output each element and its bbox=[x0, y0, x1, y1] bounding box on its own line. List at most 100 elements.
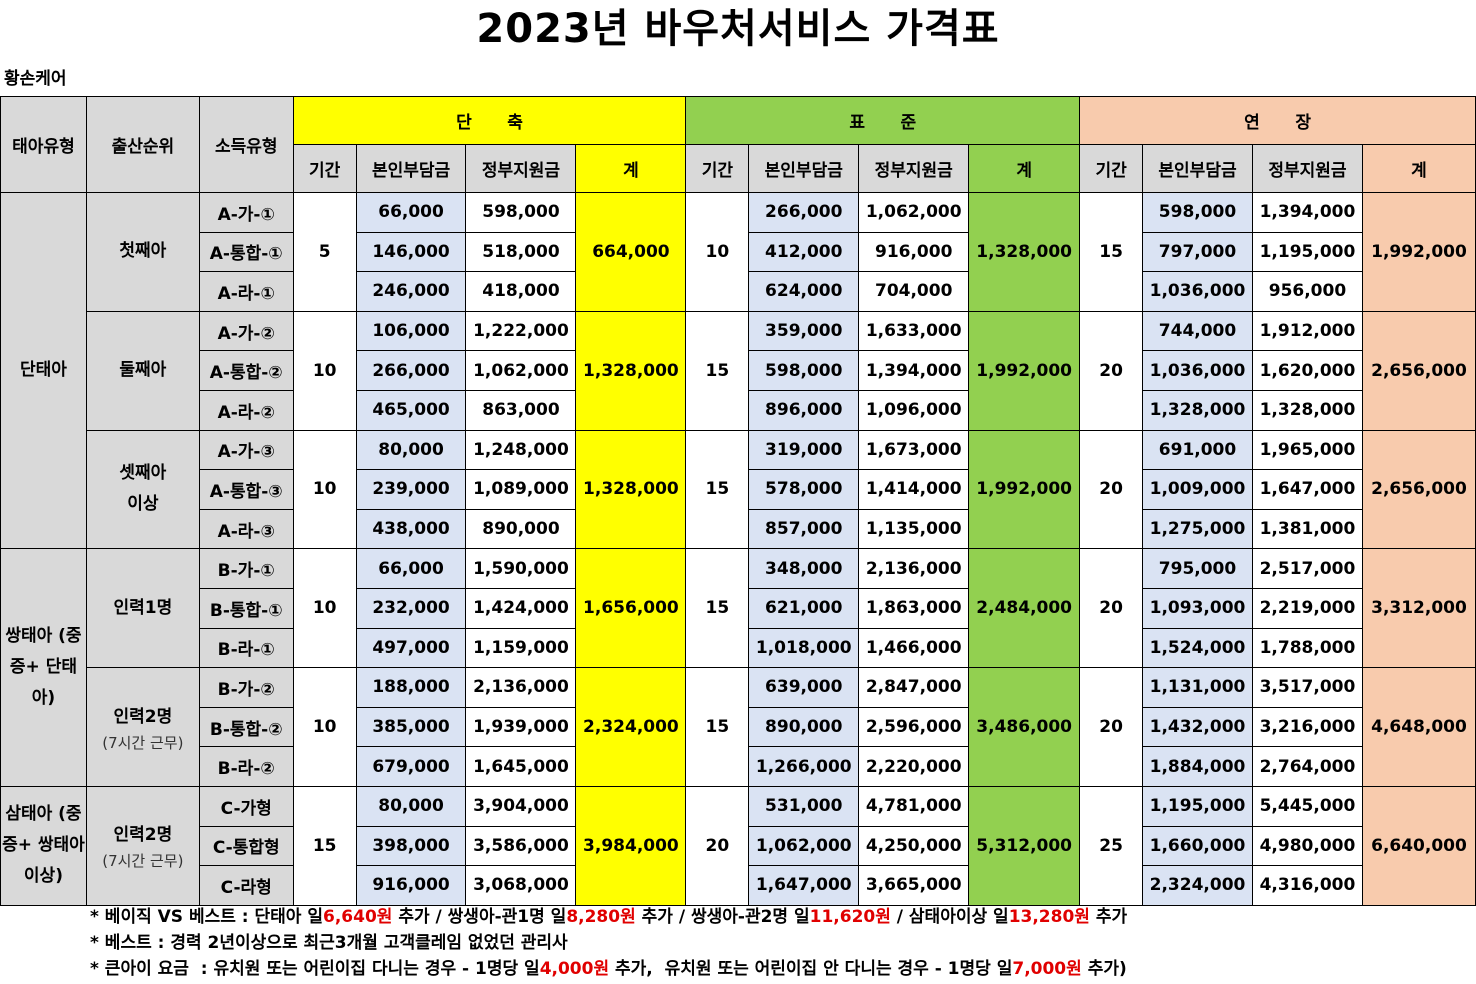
note-text: 추가 / 쌍생아-관2명 일 bbox=[635, 907, 810, 927]
extended-total-cell: 1,992,000 bbox=[1361, 192, 1476, 312]
extended-self-pay-cell: 1,432,000 bbox=[1142, 706, 1253, 748]
extended-self-pay-cell: 795,000 bbox=[1142, 548, 1253, 589]
note-highlight: 6,640원 bbox=[323, 907, 393, 927]
income-type-cell: A-가-② bbox=[198, 310, 294, 352]
header-standard: 표 준 bbox=[685, 96, 1081, 145]
extended-self-pay-cell: 1,036,000 bbox=[1142, 271, 1253, 312]
birth-order-cell: 셋째아 이상 bbox=[85, 429, 200, 550]
short-self-pay-cell: 146,000 bbox=[355, 231, 467, 273]
note-text: 추가) bbox=[1081, 959, 1127, 979]
extended-gov-support-cell: 1,620,000 bbox=[1251, 350, 1363, 391]
note-highlight: 7,000원 bbox=[1012, 959, 1082, 979]
short-self-pay-cell: 385,000 bbox=[355, 706, 467, 748]
table-row: A-통합-③ 239,000 1,089,000 578,000 1,414,000 1,… bbox=[1, 469, 1476, 510]
short-gov-support-cell: 3,068,000 bbox=[465, 865, 577, 906]
extended-self-pay-cell: 1,036,000 bbox=[1142, 350, 1253, 391]
header-period: 기간 bbox=[292, 144, 357, 193]
standard-gov-support-cell: 1,096,000 bbox=[858, 389, 970, 431]
note-text: 추가, 유치원 또는 어린이집 안 다니는 경우 - 1명당 일 bbox=[609, 959, 1013, 979]
table-row: B-라-② 679,000 1,645,000 1,266,000 2,220,000 1… bbox=[1, 746, 1476, 787]
table-row: A-라-① 246,000 418,000 624,000 704,000 1,036,0… bbox=[1, 271, 1476, 312]
extended-gov-support-cell: 1,195,000 bbox=[1251, 231, 1363, 273]
extended-gov-support-cell: 1,965,000 bbox=[1251, 429, 1363, 471]
table-row: 단태아 첫째아 A-가-① 5 66,000 598,000 664,000 10 266,00… bbox=[0, 191, 1476, 550]
extended-gov-support-cell: 1,912,000 bbox=[1251, 310, 1363, 352]
short-gov-support-cell: 890,000 bbox=[465, 508, 577, 550]
note-text: * 베이직 VS 베스트 : 단태아 일 bbox=[90, 907, 323, 927]
extended-period-cell: 20 bbox=[1079, 667, 1144, 787]
standard-gov-support-cell: 3,665,000 bbox=[858, 865, 970, 906]
standard-gov-support-cell: 1,673,000 bbox=[858, 429, 970, 471]
short-gov-support-cell: 1,159,000 bbox=[465, 627, 577, 669]
standard-self-pay-cell: 598,000 bbox=[748, 350, 860, 391]
standard-self-pay-cell: 857,000 bbox=[748, 508, 860, 550]
short-total-cell: 1,328,000 bbox=[575, 310, 687, 431]
standard-period-cell: 15 bbox=[685, 310, 750, 431]
table-row: 둘째아 A-가-② 10 106,000 1,222,000 1,328,000 15 359… bbox=[1, 310, 1476, 431]
income-type-cell: A-라-② bbox=[198, 389, 294, 431]
short-total-cell: 1,656,000 bbox=[575, 548, 687, 669]
birth-order-label: 첫째아 bbox=[119, 241, 167, 262]
short-gov-support-cell: 518,000 bbox=[465, 231, 577, 273]
standard-period-cell: 10 bbox=[685, 192, 750, 312]
standard-gov-support-cell: 4,250,000 bbox=[858, 825, 970, 867]
standard-gov-support-cell: 2,220,000 bbox=[858, 746, 970, 787]
standard-period-cell: 15 bbox=[685, 429, 750, 550]
note-text: / 삼태아이상 일 bbox=[890, 907, 1009, 927]
income-type-cell: A-통합-② bbox=[198, 350, 294, 391]
short-gov-support-cell: 2,136,000 bbox=[465, 667, 577, 708]
price-table: 태아유형 출산순위 소득유형 단 축 표 준 연 장 기간 본인부담금 정부지원… bbox=[0, 96, 1476, 906]
standard-total-cell: 2,484,000 bbox=[968, 548, 1081, 669]
standard-gov-support-cell: 2,596,000 bbox=[858, 706, 970, 748]
header-baby-type: 태아유형 bbox=[0, 96, 87, 193]
standard-gov-support-cell: 1,863,000 bbox=[858, 587, 970, 629]
standard-self-pay-cell: 890,000 bbox=[748, 706, 860, 748]
standard-self-pay-cell: 1,266,000 bbox=[748, 746, 860, 787]
short-self-pay-cell: 106,000 bbox=[355, 310, 467, 352]
standard-self-pay-cell: 319,000 bbox=[748, 429, 860, 471]
extended-gov-support-cell: 1,647,000 bbox=[1251, 469, 1363, 510]
header-self-pay: 본인부담금 bbox=[1142, 144, 1253, 193]
short-self-pay-cell: 188,000 bbox=[355, 667, 467, 708]
note-line: * 베스트 : 경력 2년이상으로 최근3개월 고객클레임 없었던 관리사 bbox=[90, 930, 1127, 956]
extended-period-cell: 25 bbox=[1079, 785, 1144, 906]
short-gov-support-cell: 598,000 bbox=[465, 192, 577, 233]
header-gov-support: 정부지원금 bbox=[465, 144, 577, 193]
extended-gov-support-cell: 2,764,000 bbox=[1251, 746, 1363, 787]
standard-self-pay-cell: 359,000 bbox=[748, 310, 860, 352]
table-row: 삼태아 (중증+ 쌍태아 이상) 인력2명 (7시간 근무) C-가형 15 80,000… bbox=[0, 785, 1476, 906]
table-row: B-통합-① 232,000 1,424,000 621,000 1,863,000 1,… bbox=[1, 587, 1476, 629]
standard-total-cell: 1,992,000 bbox=[968, 310, 1081, 431]
income-type-cell: B-라-② bbox=[198, 746, 294, 787]
income-type-cell: B-라-① bbox=[198, 627, 294, 669]
standard-self-pay-cell: 896,000 bbox=[748, 389, 860, 431]
table-row: 셋째아 이상 A-가-③ 10 80,000 1,248,000 1,328,000 15 3… bbox=[1, 429, 1476, 550]
note-text: 추가 / 쌍생아-관1명 일 bbox=[392, 907, 567, 927]
extended-self-pay-cell: 1,093,000 bbox=[1142, 587, 1253, 629]
page-title: 2023년 바우처서비스 가격표 bbox=[476, 6, 1000, 52]
extended-period-cell: 20 bbox=[1079, 548, 1144, 669]
short-period-cell: 10 bbox=[292, 548, 357, 669]
short-self-pay-cell: 246,000 bbox=[355, 271, 467, 312]
standard-self-pay-cell: 624,000 bbox=[748, 271, 860, 312]
short-gov-support-cell: 1,062,000 bbox=[465, 350, 577, 391]
standard-self-pay-cell: 639,000 bbox=[748, 667, 860, 708]
header-total: 계 bbox=[575, 144, 687, 193]
standard-total-cell: 5,312,000 bbox=[968, 785, 1081, 906]
note-text: * 베스트 : 경력 2년이상으로 최근3개월 고객클레임 없었던 관리사 bbox=[90, 933, 568, 953]
header-short: 단 축 bbox=[292, 96, 687, 145]
extended-gov-support-cell: 3,517,000 bbox=[1251, 667, 1363, 708]
header-total: 계 bbox=[1361, 144, 1476, 193]
standard-self-pay-cell: 266,000 bbox=[748, 192, 860, 233]
short-period-cell: 10 bbox=[292, 310, 357, 431]
short-gov-support-cell: 3,586,000 bbox=[465, 825, 577, 867]
header-self-pay: 본인부담금 bbox=[355, 144, 467, 193]
header-total: 계 bbox=[968, 144, 1081, 193]
extended-self-pay-cell: 1,131,000 bbox=[1142, 667, 1253, 708]
standard-self-pay-cell: 1,647,000 bbox=[748, 865, 860, 906]
standard-gov-support-cell: 1,394,000 bbox=[858, 350, 970, 391]
header-self-pay: 본인부담금 bbox=[748, 144, 860, 193]
extended-self-pay-cell: 797,000 bbox=[1142, 231, 1253, 273]
short-gov-support-cell: 1,222,000 bbox=[465, 310, 577, 352]
table-row: 인력2명 (7시간 근무) B-가-② 10 188,000 2,136,000 2,324… bbox=[1, 667, 1476, 787]
